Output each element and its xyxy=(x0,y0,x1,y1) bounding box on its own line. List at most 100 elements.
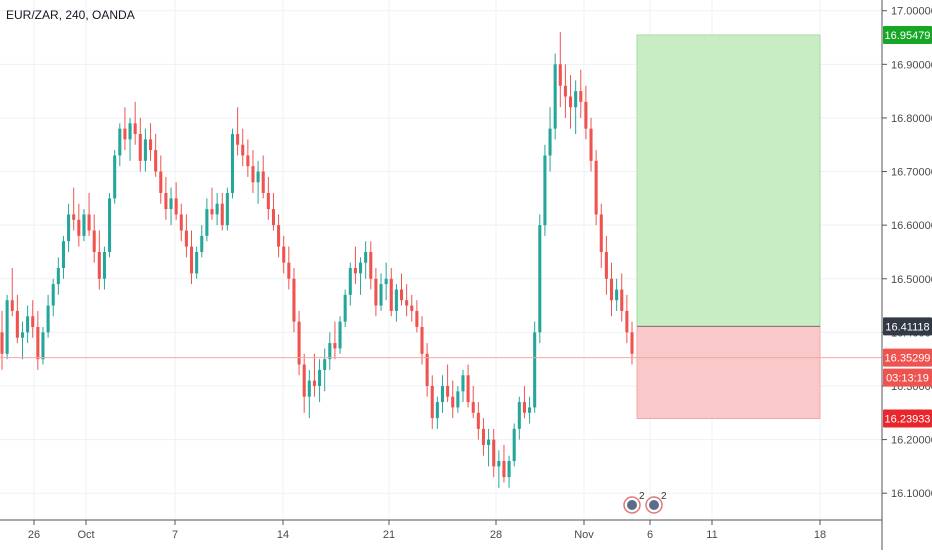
candle-body xyxy=(620,289,624,311)
candle-body xyxy=(189,246,194,274)
candle-body xyxy=(625,310,629,333)
event-marker-count: 2 xyxy=(661,491,667,502)
candle-body xyxy=(420,327,424,354)
candle-body xyxy=(446,385,450,397)
candle-body xyxy=(77,219,81,236)
candle-body xyxy=(108,198,112,252)
countdown-badge-text: 03:13:19 xyxy=(886,373,929,385)
target-price-badge: 16.95479 xyxy=(883,25,932,44)
event-marker-count: 2 xyxy=(639,491,645,502)
candle-body xyxy=(359,262,363,274)
candle-body xyxy=(630,332,634,354)
x-tick-label: 11 xyxy=(706,529,717,541)
candle-body xyxy=(548,128,552,156)
candle-body xyxy=(389,278,393,311)
x-tick-label: 6 xyxy=(647,529,653,541)
candle-body xyxy=(195,251,199,274)
y-tick-label: 16.50000 xyxy=(891,274,932,286)
candle-body xyxy=(266,192,270,210)
x-tick-label: 28 xyxy=(490,529,502,541)
x-tick-label: 7 xyxy=(172,529,178,541)
stop-price-badge-text: 16.23933 xyxy=(885,414,931,426)
position-zones xyxy=(636,34,821,420)
y-tick-label: 16.60000 xyxy=(891,220,932,232)
candle-body xyxy=(374,278,378,306)
candle-body xyxy=(466,375,470,403)
candle-body xyxy=(271,209,275,226)
candle-body xyxy=(384,278,388,285)
x-tick-label: Oct xyxy=(77,529,94,541)
candle-body xyxy=(599,214,603,252)
candle-body xyxy=(410,305,414,311)
candle-body xyxy=(338,321,342,349)
candle-body xyxy=(236,134,240,145)
x-tick-label: 26 xyxy=(28,529,40,541)
y-tick-label: 16.10000 xyxy=(891,488,932,500)
price-badges: 16.95479 16.41118 16.35299 03:13:19 16.23933 xyxy=(883,25,932,428)
candle-body xyxy=(261,171,265,193)
x-tick-label: 14 xyxy=(277,529,289,541)
candle-body xyxy=(92,230,96,252)
candle-body xyxy=(205,209,209,236)
candle-body xyxy=(36,327,40,360)
candle-body xyxy=(143,139,147,161)
candle-body xyxy=(61,241,65,269)
candle-body xyxy=(46,305,50,333)
candle-body xyxy=(584,101,588,129)
candle-body xyxy=(476,412,480,429)
candle-body xyxy=(102,251,106,279)
y-tick-label: 16.20000 xyxy=(891,435,932,447)
candle-body xyxy=(415,310,419,328)
candle-body xyxy=(543,155,547,226)
x-tick-label: Nov xyxy=(574,529,594,541)
candle-body xyxy=(241,144,245,156)
candle-body xyxy=(251,166,255,183)
event-marker[interactable]: 2 xyxy=(623,491,645,514)
y-tick-label: 17.00000 xyxy=(891,6,932,18)
candle-body xyxy=(164,192,168,210)
candle-body xyxy=(169,198,173,210)
stop-zone[interactable] xyxy=(636,325,821,420)
entry-price-badge-bg xyxy=(883,317,932,336)
candle-body xyxy=(184,230,188,247)
candle-body xyxy=(318,369,322,386)
candle-body xyxy=(430,385,434,419)
candle-body xyxy=(528,407,532,413)
stop-price-badge: 16.23933 xyxy=(883,409,932,428)
candle-body xyxy=(113,155,117,199)
target-price-badge-text: 16.95479 xyxy=(885,30,931,42)
candle-body xyxy=(312,380,316,386)
candle-body xyxy=(256,171,260,183)
candle-body xyxy=(569,96,573,108)
candle-body xyxy=(369,251,373,279)
candle-body xyxy=(343,294,347,322)
candle-body xyxy=(481,428,485,445)
candle-body xyxy=(133,123,137,135)
candle-body xyxy=(0,332,4,354)
candle-body xyxy=(328,343,332,360)
candle-body xyxy=(323,359,327,370)
candle-body xyxy=(56,268,60,285)
candle-body xyxy=(589,128,593,161)
target-zone[interactable] xyxy=(636,34,821,327)
candle-body xyxy=(487,439,491,445)
event-marker[interactable]: 2 xyxy=(645,491,667,514)
candle-body xyxy=(394,289,398,311)
candle-body xyxy=(41,332,45,360)
candle-body xyxy=(440,385,445,403)
candle-body xyxy=(246,155,250,167)
candle-body xyxy=(517,402,521,429)
candle-body xyxy=(538,225,542,333)
candle-body xyxy=(435,402,439,419)
candle-body xyxy=(497,461,501,467)
candle-body xyxy=(461,375,465,392)
candle-body xyxy=(210,209,214,215)
candle-body xyxy=(333,343,337,349)
candle-body xyxy=(230,134,235,193)
candle-body xyxy=(615,289,619,301)
candle-body xyxy=(51,284,55,306)
entry-price-badge-text: 16.41118 xyxy=(885,321,929,333)
